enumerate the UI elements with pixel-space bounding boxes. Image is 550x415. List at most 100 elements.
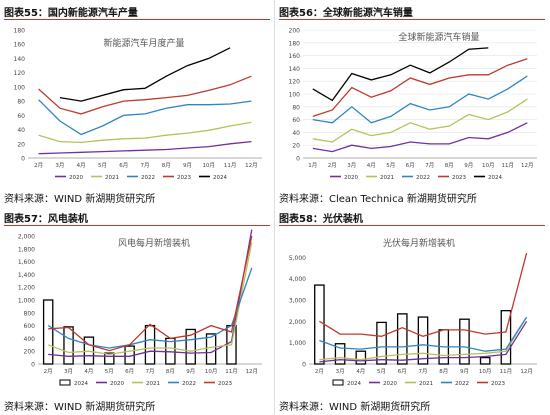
x-tick-label: 3月 [55,162,64,169]
x-tick-label: 2月 [44,368,53,375]
figure-label: 图表56：全球新能源汽车销量 [279,8,413,19]
legend-label: 2021 [380,175,394,181]
legend-label: 2024 [213,175,227,181]
y-tick-label: 1,000 [18,298,35,305]
series-line-2024 [312,47,489,102]
y-tick-label: 180 [14,28,26,35]
x-tick-label: 5月 [377,368,386,375]
chart-title: 风电每月新增装机 [118,237,190,249]
legend-label: 2022 [416,175,430,181]
legend-label: 2021 [105,175,119,181]
legend-label: 2023 [491,381,505,387]
bar [334,343,346,365]
x-tick-label: 10月 [482,162,495,169]
x-tick-label: 10月 [203,162,216,169]
y-tick-label: 60 [17,113,25,120]
series-line-2021 [312,98,528,143]
x-tick-label: 3月 [336,368,345,375]
title-underline [279,225,545,226]
source-note: 资料来源：WIND 新湖期货研究所 [4,194,156,205]
x-tick-label: 9月 [460,368,469,375]
y-tick-label: 140 [289,66,301,73]
bar [500,310,512,365]
y-tick-label: 600 [24,323,36,330]
legend-label: 2020 [344,175,358,181]
y-tick-label: 0 [31,362,35,369]
chart-title: 光伏每月新增装机 [383,237,455,249]
bar [205,333,217,365]
legend-label: 2021 [419,381,433,387]
x-tick-label: 7月 [419,368,428,375]
legend-label: 2020 [383,381,397,387]
y-tick-label: 180 [289,40,301,47]
bar [355,350,367,365]
title-underline [279,19,545,20]
y-tick-label: 80 [17,99,25,106]
x-tick-label: 10月 [479,368,492,375]
legend-label: 2024 [488,175,502,181]
bar [459,318,470,365]
legend-label: 2024 [74,381,88,387]
legend-label: 2020 [110,381,124,387]
y-tick-label: 20 [17,141,25,148]
x-tick-label: 11月 [224,162,237,169]
x-tick-label: 12月 [246,368,259,375]
x-tick-label: 1月 [308,162,317,169]
y-tick-label: 3,000 [289,298,306,305]
legend-swatch [59,379,71,386]
series-line-2024 [59,47,231,102]
y-tick-label: 20 [292,143,300,150]
source-note: 资料来源：WIND 新湖期货研究所 [4,402,156,413]
x-tick-label: 3月 [347,162,356,169]
x-tick-label: 2月 [315,368,324,375]
y-tick-label: 120 [289,79,301,86]
series-line-2020 [48,229,253,357]
x-tick-label: 6月 [398,368,407,375]
x-tick-label: 8月 [439,368,448,375]
y-tick-label: 40 [292,130,300,137]
bar [376,321,387,365]
panel-global-ev-sales: 图表56：全球新能源汽车销量 0 20 40 60 80 100 120 140 160 180 2… [279,4,545,186]
y-tick-label: 1,400 [18,272,35,279]
x-tick-label: 8月 [166,368,175,375]
y-tick-label: 1,200 [18,285,35,292]
series-line-2021 [47,242,253,356]
y-tick-label: 160 [289,53,301,60]
x-tick-label: 7月 [146,368,155,375]
panel-solar-installation: 图表58：光伏装机 0 1,000 2,000 3,000 4,000 5,000 2月 3月… [279,210,545,392]
y-tick-label: 1,800 [18,246,35,253]
x-tick-label: 9月 [183,162,192,169]
series-line-2020 [38,140,252,155]
x-tick-label: 4月 [367,162,376,169]
bar [144,324,156,365]
panel-wind-installation: 图表57：风电装机 0 200 400 600 800 1,000 1,200 1,400 1,… [4,210,270,392]
x-tick-label: 11月 [500,368,512,375]
x-tick-label: 12月 [245,162,258,169]
legend-label: 2023 [218,381,232,387]
figure-label: 图表58：光伏装机 [279,214,363,225]
x-tick-label: 5月 [386,162,395,169]
series-line-2023 [319,252,528,337]
x-tick-label: 2月 [328,162,337,169]
legend-label: 2024 [347,381,361,387]
x-tick-label: 6月 [125,368,134,375]
series-line-2020 [312,122,528,153]
bar [42,299,54,365]
chart-solar-installation: 0 1,000 2,000 3,000 4,000 5,000 2月 3月 4月 5月 6月 7月 8月… [289,237,537,387]
x-tick-label: 6月 [406,162,415,169]
y-tick-label: 2,000 [18,234,35,241]
x-tick-label: 11月 [502,162,515,169]
y-tick-label: 4,000 [289,276,306,283]
legend-label: 2023 [452,175,466,181]
vertical-separator [274,0,275,415]
x-tick-label: 2月 [34,162,43,169]
chart-global-ev-sales: 0 20 40 60 80 100 120 140 160 180 200 1月 2月 3月 4月 5月 6月 7… [289,28,537,181]
x-tick-label: 8月 [445,162,454,169]
y-tick-label: 5,000 [289,255,306,262]
x-tick-label: 5月 [105,368,114,375]
x-tick-label: 7月 [141,162,150,169]
x-tick-label: 7月 [425,162,434,169]
x-tick-label: 4月 [77,162,86,169]
y-tick-label: 0 [21,156,25,163]
series-line-2022 [312,75,528,124]
